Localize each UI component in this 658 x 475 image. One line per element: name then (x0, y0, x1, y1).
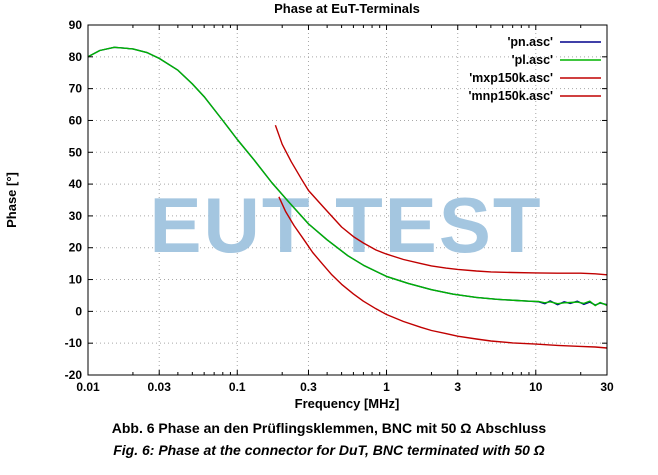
x-tick-label: 30 (600, 380, 614, 394)
x-tick-label: 0.01 (76, 380, 100, 394)
legend: 'pn.asc' 'pl.asc' 'mxp150k.asc' 'mnp150k.as… (469, 35, 601, 103)
y-tick-label: 50 (69, 145, 83, 159)
plot-border (87, 24, 608, 376)
series-plasc (87, 46, 608, 307)
y-tick-label: -10 (65, 336, 83, 350)
series-layer (87, 46, 608, 349)
x-tick-label: 3 (454, 380, 461, 394)
caption-german: Abb. 6 Phase an den Prüflingsklemmen, BN… (111, 420, 547, 436)
series-mnp150kasc (278, 196, 608, 349)
series-mxp150kasc (274, 124, 608, 276)
x-axis-label: Frequency [MHz] (295, 396, 400, 411)
watermark-text: EUT TEST (149, 181, 542, 269)
y-axis-label: Phase [°] (4, 172, 19, 228)
x-tick-label: 0.03 (148, 380, 172, 394)
y-tick-label: 90 (69, 18, 83, 32)
chart-title: Phase at EuT-Terminals (274, 1, 420, 16)
legend-label: 'pn.asc' (507, 35, 553, 49)
y-tick-label: 70 (69, 82, 83, 96)
x-tick-label: 10 (529, 380, 543, 394)
caption-english: Fig. 6: Phase at the connector for DuT, … (113, 442, 545, 458)
x-tick-label: 0.1 (229, 380, 246, 394)
legend-label: 'mnp150k.asc' (469, 89, 553, 103)
y-tick-label: 10 (69, 273, 83, 287)
legend-label: 'mxp150k.asc' (469, 71, 553, 85)
y-tick-label: 0 (75, 304, 82, 318)
y-tick-label: 30 (69, 209, 83, 223)
y-tick-label: 60 (69, 113, 83, 127)
y-tick-label: 80 (69, 50, 83, 64)
y-tick-label: -20 (65, 368, 83, 382)
ticks-layer (87, 24, 608, 376)
y-tick-label: 40 (69, 177, 83, 191)
y-tick-label: 20 (69, 241, 83, 255)
legend-label: 'pl.asc' (512, 53, 553, 67)
x-tick-label: 1 (383, 380, 390, 394)
x-tick-label: 0.3 (300, 380, 317, 394)
tick-labels-layer: -20 -10 0 10 20 30 40 50 60 70 80 90 0.01 0.03 0.1 0.3 1… (65, 18, 614, 394)
